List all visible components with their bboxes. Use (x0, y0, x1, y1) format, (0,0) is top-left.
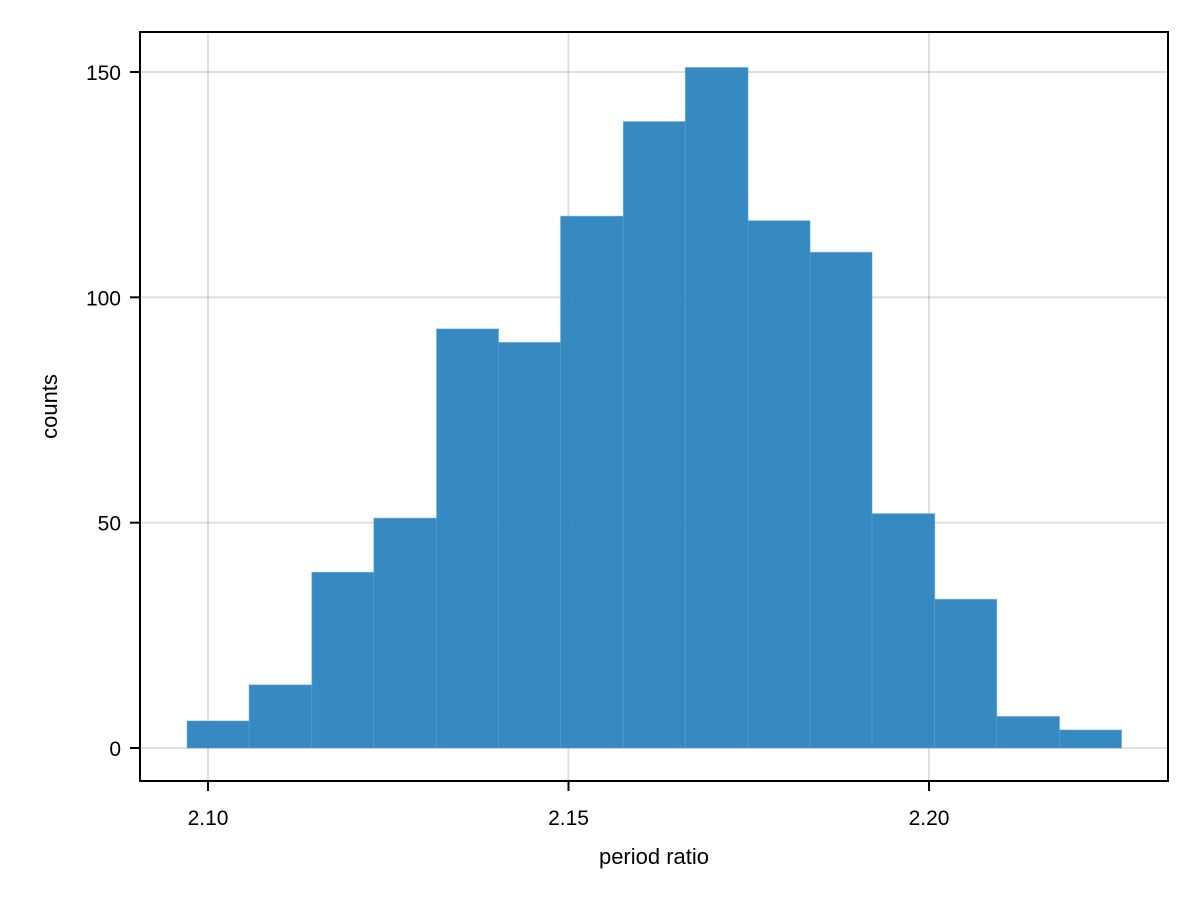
histogram-bar (996, 715, 1061, 749)
y-tick-label: 150 (86, 62, 121, 85)
histogram-bar (871, 513, 936, 749)
histogram-bar (622, 121, 686, 749)
histogram-bar (311, 571, 375, 749)
x-tick-label: 2.10 (188, 807, 229, 830)
histogram-bars (186, 66, 1123, 749)
x-axis-ticks: 2.10 2.15 2.20 (188, 781, 950, 830)
y-axis-label: counts (37, 374, 62, 439)
plot-frame (139, 31, 1169, 782)
histogram-bar (560, 215, 624, 749)
x-axis-label: period ratio (599, 844, 709, 869)
histogram-bar (248, 684, 313, 749)
x-tick-label: 2.15 (548, 807, 589, 830)
histogram-bar (747, 220, 811, 749)
histogram-bar (498, 341, 562, 749)
histogram-bar (186, 720, 250, 749)
histogram-bar (809, 251, 873, 749)
y-tick-label: 50 (98, 513, 121, 536)
histogram-bar (1059, 729, 1123, 749)
histogram-bar (684, 66, 749, 749)
y-tick-label: 100 (86, 287, 121, 310)
y-axis-ticks: 0 50 100 150 (86, 62, 140, 761)
x-tick-label: 2.20 (909, 807, 950, 830)
histogram-bar (373, 517, 438, 749)
y-tick-label: 0 (109, 738, 121, 761)
histogram-bar (934, 598, 998, 749)
histogram-bar (436, 328, 500, 749)
